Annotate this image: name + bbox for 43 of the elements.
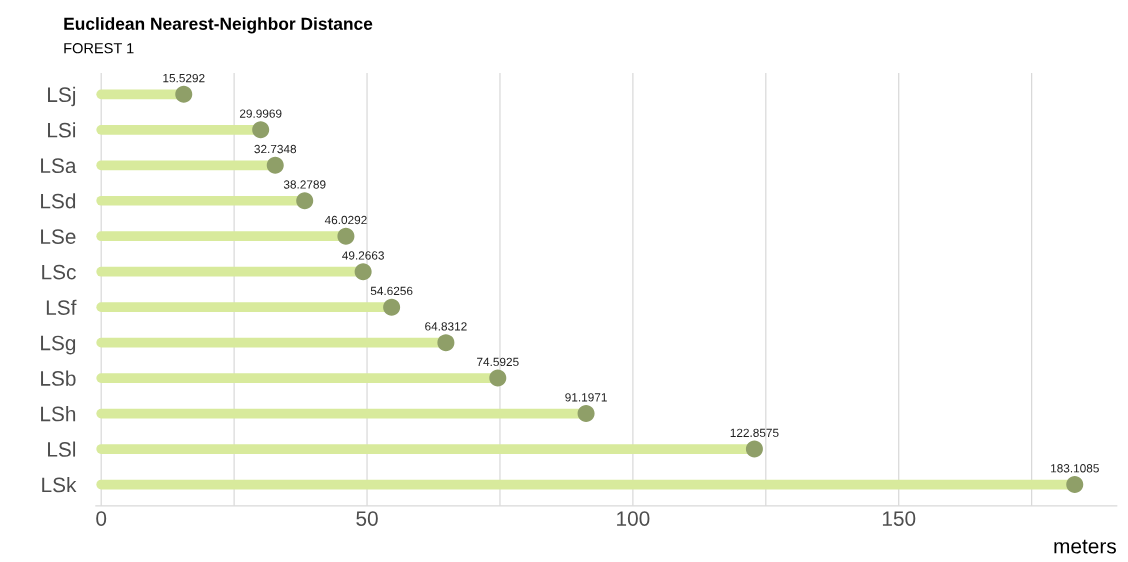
chart-subtitle: FOREST 1 bbox=[64, 43, 134, 54]
data-label: 29.9969 bbox=[239, 109, 282, 118]
y-tick-label: LSg bbox=[41, 335, 76, 355]
chart-title: Euclidean Nearest-Neighbor Distance bbox=[64, 17, 373, 34]
point bbox=[266, 156, 284, 174]
x-axis-title: meters bbox=[1054, 539, 1116, 554]
y-tick-label: LSj bbox=[48, 86, 76, 107]
point bbox=[1066, 476, 1084, 494]
data-label: 74.5925 bbox=[477, 357, 519, 367]
data-label: 54.6256 bbox=[370, 286, 413, 296]
point bbox=[383, 298, 401, 316]
x-tick-label: 0 bbox=[96, 511, 107, 526]
y-tick-label: LSh bbox=[41, 406, 76, 422]
x-tick-label: 150 bbox=[882, 511, 916, 526]
y-tick-label: LSl bbox=[48, 441, 76, 457]
data-label: 64.8312 bbox=[425, 322, 467, 331]
point bbox=[337, 227, 355, 245]
x-tick-label: 50 bbox=[356, 511, 378, 526]
y-tick-label: LSb bbox=[41, 370, 76, 386]
y-tick-label: LSa bbox=[41, 158, 77, 174]
data-label: 122.8575 bbox=[730, 428, 779, 437]
data-label: 15.5292 bbox=[163, 73, 205, 83]
data-label: 49.2663 bbox=[342, 251, 384, 260]
y-tick-label: LSi bbox=[48, 122, 76, 138]
data-label: 91.1971 bbox=[565, 393, 607, 402]
data-label: 46.0292 bbox=[324, 215, 367, 225]
y-tick-label: LSf bbox=[46, 299, 77, 315]
point bbox=[437, 334, 455, 352]
y-tick-label: LSk bbox=[42, 476, 77, 493]
point bbox=[354, 263, 372, 281]
point bbox=[577, 405, 595, 423]
point bbox=[252, 121, 270, 139]
y-tick-label: LSe bbox=[41, 229, 76, 244]
data-label: 38.2789 bbox=[283, 180, 326, 189]
data-label: 32.7348 bbox=[254, 144, 297, 154]
point bbox=[489, 369, 507, 387]
point bbox=[175, 85, 193, 103]
y-tick-label: LSd bbox=[41, 193, 76, 209]
point bbox=[296, 192, 314, 210]
y-tick-label: LSc bbox=[42, 264, 76, 280]
x-tick-label: 100 bbox=[617, 511, 650, 526]
point bbox=[745, 440, 763, 458]
data-label: 183.1085 bbox=[1051, 464, 1099, 473]
